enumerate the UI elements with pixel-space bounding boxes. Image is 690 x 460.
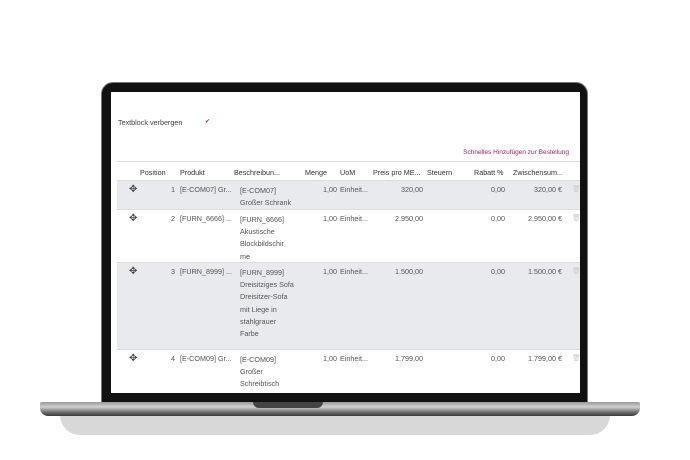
cell-position: 4 [171, 354, 175, 363]
laptop-screen: Textblock verbergen ✔ Schnelles Hinzufüg… [111, 92, 580, 393]
trash-icon[interactable]: 🗑 [572, 268, 580, 275]
table-row[interactable]: ✥ 1 [E-COM07] Gr... [E-COM07] Großer Sch… [117, 181, 580, 210]
laptop-base [40, 402, 640, 416]
cell-quantity[interactable]: 1,00 [323, 214, 337, 223]
cell-product[interactable]: [FURN_8999] ... [180, 267, 232, 276]
laptop-notch [253, 402, 323, 408]
cell-quantity[interactable]: 1,00 [323, 267, 337, 276]
cell-price[interactable]: 2.950,00 [395, 214, 423, 223]
table-row[interactable]: ✥ 2 [FURN_6666] ... [FURN_6666] Akustisc… [117, 210, 580, 263]
cell-description[interactable]: [E-COM09] Großer Schreibtisch [240, 355, 280, 389]
cell-price[interactable]: 1.799,00 [395, 354, 423, 363]
cell-discount[interactable]: 0,00 [491, 185, 505, 194]
cell-subtotal: 1.799,00 € [528, 354, 562, 363]
trash-icon[interactable]: 🗑 [572, 355, 580, 362]
cell-uom[interactable]: Einheit... [340, 267, 368, 276]
cell-discount[interactable]: 0,00 [491, 267, 505, 276]
col-subtotal[interactable]: Zwischensum... [513, 168, 563, 177]
hide-textblock-checkbox[interactable]: ✔ [205, 119, 211, 125]
table-row[interactable]: ✥ 4 [E-COM09] Gr... [E-COM09] Großer Sch… [117, 350, 580, 393]
col-product[interactable]: Produkt [180, 168, 205, 177]
cell-subtotal: 2.950,00 € [528, 214, 562, 223]
cell-description[interactable]: [FURN_8999] Dreisitziges Sofa Dreisitzer… [240, 268, 294, 339]
drag-handle-icon[interactable]: ✥ [129, 213, 138, 224]
cell-uom[interactable]: Einheit... [340, 214, 368, 223]
cell-subtotal: 320,00 € [534, 185, 562, 194]
cell-position: 1 [171, 185, 175, 194]
drag-handle-icon[interactable]: ✥ [129, 266, 138, 277]
cell-price[interactable]: 320,00 [401, 185, 423, 194]
col-uom[interactable]: UoM [340, 168, 356, 177]
cell-position: 2 [171, 214, 175, 223]
table-header: Position Produkt Beschreibun... Menge Uo… [117, 161, 580, 181]
cell-description[interactable]: [E-COM07] Großer Schrank [240, 186, 292, 208]
cell-position: 3 [171, 267, 175, 276]
drag-handle-icon[interactable]: ✥ [129, 353, 138, 364]
trash-icon[interactable]: 🗑 [572, 186, 580, 193]
hide-textblock-label: Textblock verbergen [118, 118, 183, 127]
col-taxes[interactable]: Steuern [427, 168, 453, 177]
col-description[interactable]: Beschreibun... [234, 168, 280, 177]
cell-description[interactable]: [FURN_6666] Akustische Blockbildschir me [240, 215, 284, 261]
cell-uom[interactable]: Einheit... [340, 185, 368, 194]
cell-product[interactable]: [FURN_6666] ... [180, 214, 232, 223]
cell-product[interactable]: [E-COM07] Gr... [180, 185, 232, 194]
table-row[interactable]: ✥ 3 [FURN_8999] ... [FURN_8999] Dreisitz… [117, 263, 580, 350]
cell-product[interactable]: [E-COM09] Gr... [180, 354, 232, 363]
cell-discount[interactable]: 0,00 [491, 354, 505, 363]
col-position[interactable]: Position [140, 168, 166, 177]
cell-price[interactable]: 1.500,00 [395, 267, 423, 276]
cell-uom[interactable]: Einheit... [340, 354, 368, 363]
col-quantity[interactable]: Menge [305, 168, 327, 177]
laptop-shadow [60, 415, 610, 435]
col-discount[interactable]: Rabatt % [474, 168, 504, 177]
drag-handle-icon[interactable]: ✥ [129, 184, 138, 195]
cell-subtotal: 1.500,00 € [528, 267, 562, 276]
trash-icon[interactable]: 🗑 [572, 215, 580, 222]
cell-discount[interactable]: 0,00 [491, 214, 505, 223]
quick-add-link[interactable]: Schnelles Hinzufügen zur Bestellung [463, 149, 569, 156]
col-price[interactable]: Preis pro ME... [373, 168, 421, 177]
cell-quantity[interactable]: 1,00 [323, 354, 337, 363]
cell-quantity[interactable]: 1,00 [323, 185, 337, 194]
